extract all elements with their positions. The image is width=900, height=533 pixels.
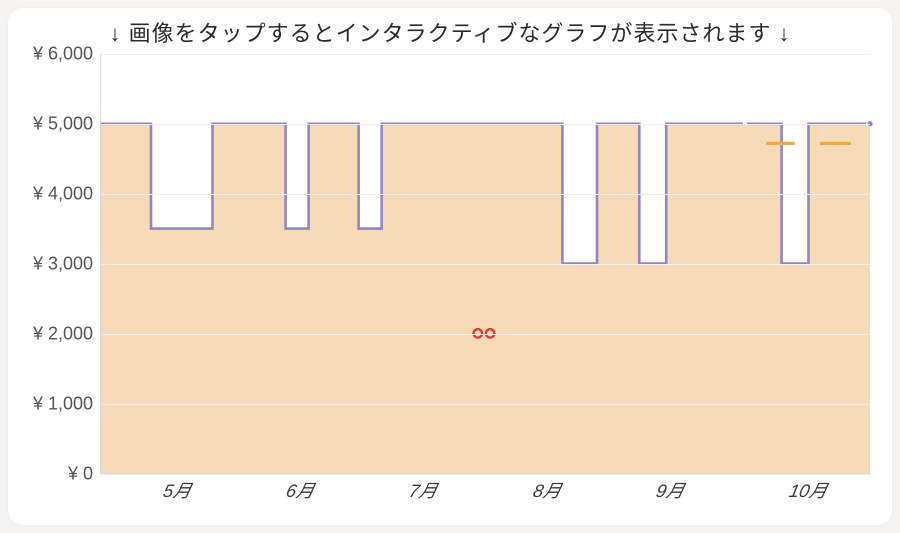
gridline — [101, 404, 870, 405]
x-axis-label: 9月 — [654, 473, 688, 503]
gridline — [101, 264, 870, 265]
gridline — [101, 194, 870, 195]
x-axis-label: 5月 — [161, 473, 195, 503]
gridline — [101, 124, 870, 125]
area-fill — [101, 124, 870, 473]
y-axis-label: ¥ 2,000 — [33, 324, 101, 345]
y-axis-label: ¥ 0 — [68, 464, 101, 485]
gridline — [101, 334, 870, 335]
x-axis-label: 7月 — [407, 473, 441, 503]
gridline — [101, 474, 870, 475]
x-axis-label: 10月 — [787, 473, 831, 503]
gridline — [101, 54, 870, 55]
y-axis-label: ¥ 4,000 — [33, 184, 101, 205]
chart-card[interactable]: ↓ 画像をタップするとインタラクティブなグラフが表示されます ↓ ¥ 0¥ 1,… — [8, 8, 892, 525]
y-axis-label: ¥ 5,000 — [33, 114, 101, 135]
y-axis-label: ¥ 6,000 — [33, 44, 101, 65]
plot-area: ¥ 0¥ 1,000¥ 2,000¥ 3,000¥ 4,000¥ 5,000¥ … — [100, 54, 870, 474]
x-axis-label: 8月 — [530, 473, 564, 503]
x-axis-label: 6月 — [284, 473, 318, 503]
chart-title: ↓ 画像をタップするとインタラクティブなグラフが表示されます ↓ — [8, 16, 892, 48]
y-axis-label: ¥ 3,000 — [33, 254, 101, 275]
y-axis-label: ¥ 1,000 — [33, 394, 101, 415]
